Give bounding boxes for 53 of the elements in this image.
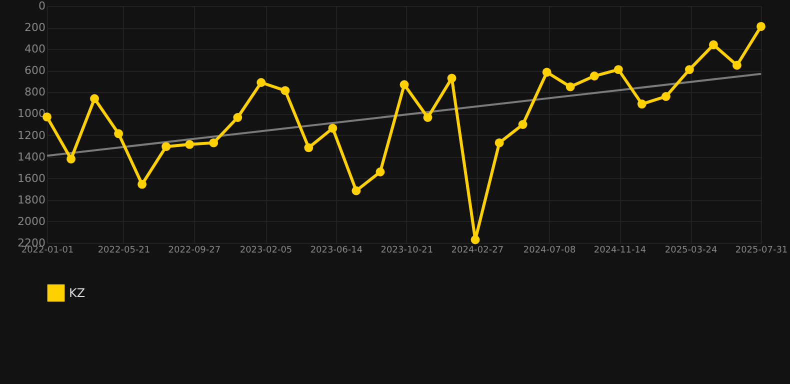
point: [233, 113, 242, 122]
point: [518, 120, 528, 129]
point: [114, 129, 124, 138]
point: [209, 138, 218, 148]
point: [352, 186, 361, 196]
point: [423, 113, 432, 122]
x-tick-label: 2025-03-24: [664, 246, 718, 256]
point: [590, 72, 599, 80]
legend-label: KZ: [69, 286, 86, 300]
y-tick-label: 1000: [18, 107, 46, 120]
point: [756, 22, 766, 31]
point: [661, 92, 670, 101]
y-tick-label: 1600: [18, 172, 46, 185]
point: [400, 80, 409, 90]
x-tick-label: 2022-09-27: [168, 246, 221, 256]
y-tick-label: 200: [24, 21, 46, 34]
point: [542, 68, 552, 77]
y-tick-label: 600: [24, 64, 46, 78]
point: [494, 138, 504, 148]
y-tick-label: 1200: [18, 128, 46, 142]
x-tick-label: 2022-01-01: [21, 246, 74, 256]
point: [376, 167, 385, 176]
point: [328, 124, 338, 133]
x-tick-label: 2022-05-21: [98, 246, 150, 256]
y-tick-label: 400: [24, 42, 46, 56]
point: [614, 65, 623, 74]
point: [637, 100, 646, 108]
x-tick-label: 2023-10-21: [380, 246, 434, 256]
x-tick-label: 2024-02-27: [451, 246, 504, 256]
x-tick-label: 2023-06-14: [310, 246, 363, 256]
point: [280, 86, 290, 96]
point: [684, 65, 694, 74]
point: [470, 235, 480, 244]
point: [185, 140, 194, 149]
point: [162, 142, 171, 152]
point: [732, 60, 742, 70]
y-tick-label: 1400: [18, 150, 46, 164]
point: [566, 82, 575, 92]
point: [304, 143, 314, 152]
y-tick-label: 0: [38, 0, 46, 12]
x-tick-label: 2024-11-14: [594, 246, 646, 256]
x-tick-label: 2024-07-08: [523, 246, 576, 256]
y-tick-label: 2000: [18, 214, 46, 228]
y-tick-label: 800: [24, 86, 46, 99]
point: [138, 180, 147, 189]
point: [709, 40, 718, 50]
x-tick-label: 2023-02-05: [240, 246, 292, 256]
point: [66, 154, 76, 164]
x-tick-label: 2025-07-31: [735, 246, 788, 256]
point: [90, 94, 99, 104]
point: [256, 78, 266, 87]
y-tick-label: 1800: [18, 193, 46, 206]
point: [447, 74, 456, 83]
